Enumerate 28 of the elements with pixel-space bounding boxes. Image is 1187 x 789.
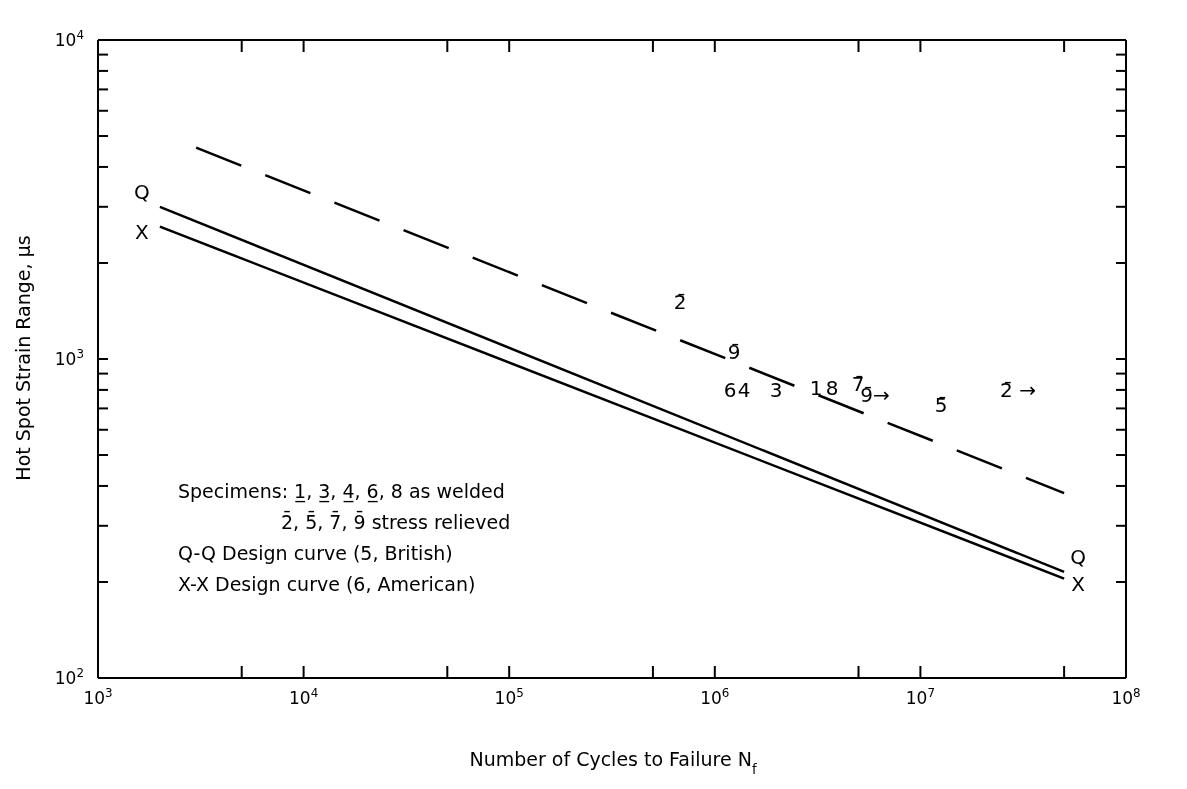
x-axis-title: Number of Cycles to Failure N$_{f}$: [469, 748, 757, 777]
x-tick-label: 10$^{8}$: [1111, 686, 1141, 708]
x-tick-label: 10$^{5}$: [494, 686, 524, 708]
annotation: 3: [769, 378, 783, 402]
legend-label: X: [1071, 571, 1086, 596]
annotation: 2̄ →: [1000, 378, 1036, 402]
y-tick-label: 10$^{2}$: [54, 666, 84, 688]
annotation: 1: [809, 376, 823, 400]
annotation: 4: [737, 378, 751, 402]
series-label: Q: [1070, 544, 1086, 569]
text: Q: [134, 179, 150, 204]
annotation: 2̄: [673, 290, 687, 314]
annotation: 5̄: [934, 393, 948, 417]
annotation: Specimens: 1̲, 3̲, 4̲, 6̲, 8 as welded: [178, 480, 505, 503]
annotation: 2̄, 5̄, 7̄, 9̄ stress relieved: [281, 509, 511, 533]
y-axis-title: Hot Spot Strain Range, μs: [12, 235, 34, 481]
y-tick-label: 10$^{3}$: [54, 347, 84, 369]
x-tick-label: 10$^{6}$: [700, 686, 730, 708]
x-tick-label: 10$^{4}$: [288, 686, 319, 708]
annotation: X-X Design curve (6, American): [178, 573, 476, 595]
annotation: Q-Q Design curve (5, British): [178, 542, 453, 564]
annotation: 6: [723, 378, 737, 402]
text: X: [135, 219, 149, 244]
annotation: 9̄: [727, 340, 741, 364]
annotation: 8: [825, 376, 839, 400]
x-tick-label: 10$^{3}$: [83, 686, 113, 708]
y-tick-label: 10$^{4}$: [54, 28, 84, 50]
x-tick-label: 10$^{7}$: [905, 686, 936, 708]
